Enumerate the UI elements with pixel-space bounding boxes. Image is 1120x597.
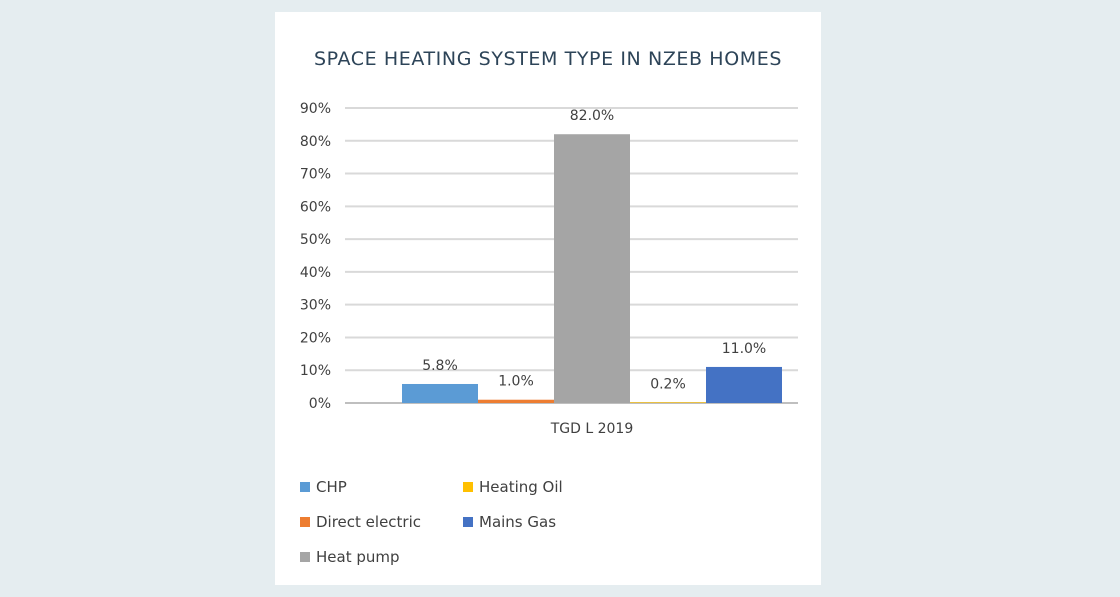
legend-label: Mains Gas bbox=[479, 513, 557, 531]
data-label: 11.0% bbox=[722, 341, 766, 357]
data-label: 82.0% bbox=[570, 108, 614, 124]
bar bbox=[630, 402, 706, 403]
legend-swatch bbox=[463, 517, 473, 527]
y-tick-label: 0% bbox=[309, 396, 331, 412]
legend-label: Heating Oil bbox=[479, 478, 563, 496]
y-tick-label: 50% bbox=[300, 232, 331, 248]
chart-card: SPACE HEATING SYSTEM TYPE IN NZEB HOMES … bbox=[275, 12, 821, 585]
legend-swatch bbox=[300, 517, 310, 527]
legend-label: Direct electric bbox=[316, 513, 422, 531]
legend-swatch bbox=[300, 482, 310, 492]
y-tick-label: 70% bbox=[300, 167, 331, 183]
y-tick-label: 90% bbox=[300, 101, 331, 117]
legend-item: Heat pump bbox=[300, 548, 400, 566]
data-label: 0.2% bbox=[650, 376, 686, 392]
y-tick-label: 20% bbox=[300, 330, 331, 346]
legend-item: Direct electric bbox=[300, 513, 421, 531]
bar bbox=[554, 134, 630, 403]
y-tick-label: 60% bbox=[300, 199, 331, 215]
y-tick-label: 40% bbox=[300, 265, 331, 281]
y-tick-label: 80% bbox=[300, 134, 331, 150]
bar bbox=[478, 399, 554, 403]
chart-plot: 0% 10% 20% 30% 40% 50% 60% 70% 80% 90% 5.8% 1.0% 82.… bbox=[300, 101, 798, 437]
legend-swatch bbox=[463, 482, 473, 492]
legend-item: Heating Oil bbox=[463, 478, 563, 496]
y-tick-label: 30% bbox=[300, 298, 331, 314]
legend-label: CHP bbox=[316, 478, 347, 496]
legend-item: Mains Gas bbox=[463, 513, 556, 531]
bar bbox=[706, 366, 782, 403]
legend-swatch bbox=[300, 552, 310, 562]
legend-item: CHP bbox=[300, 478, 347, 496]
x-tick-label: TGD L 2019 bbox=[550, 421, 634, 437]
bar bbox=[402, 383, 478, 403]
data-label: 5.8% bbox=[422, 358, 458, 374]
data-label: 1.0% bbox=[498, 374, 534, 390]
legend-label: Heat pump bbox=[316, 548, 400, 566]
y-tick-label: 10% bbox=[300, 363, 331, 379]
chart-title: SPACE HEATING SYSTEM TYPE IN NZEB HOMES bbox=[313, 48, 783, 70]
